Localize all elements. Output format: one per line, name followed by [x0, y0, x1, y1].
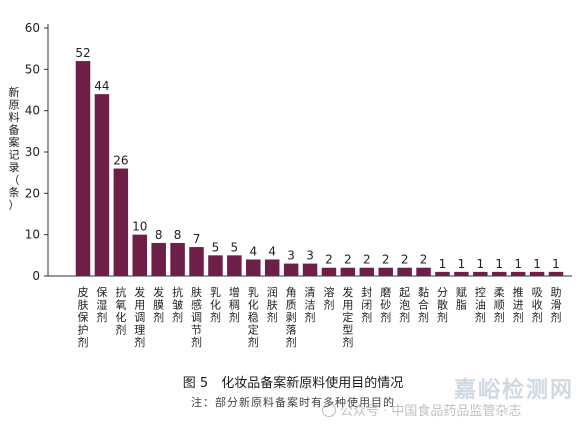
bar-value-label: 1	[458, 257, 466, 271]
y-tick-label: 40	[25, 104, 40, 118]
category-label: 控油剂	[475, 285, 486, 324]
bar	[113, 168, 129, 276]
y-tick-label: 10	[25, 228, 40, 242]
category-label: 乳化稳定剂	[248, 286, 259, 349]
category-label: 起泡剂	[399, 286, 410, 324]
category-label: 润肤剂	[267, 285, 278, 324]
category-label: 发用调理剂	[134, 285, 145, 349]
bar	[246, 259, 261, 276]
bar	[321, 267, 337, 276]
bar	[548, 271, 564, 276]
y-tick-label: 20	[25, 186, 40, 200]
bar-value-label: 8	[174, 228, 182, 242]
bar	[510, 271, 526, 276]
bar-value-label: 1	[495, 257, 503, 271]
bar-value-label: 2	[420, 253, 428, 267]
bar-value-label: 1	[514, 257, 522, 271]
bar-value-label: 5	[212, 240, 220, 254]
bar-value-label: 2	[363, 253, 371, 267]
category-label: 肤感调节剂	[191, 285, 202, 349]
bar-value-label: 7	[193, 232, 201, 246]
bar-value-label: 52	[75, 46, 90, 60]
bar	[170, 242, 185, 276]
bar-value-label: 2	[344, 253, 352, 267]
bar	[378, 267, 393, 276]
bar	[151, 242, 166, 276]
figure-caption: 图 5 化妆品备案新原料使用目的情况	[182, 376, 404, 391]
category-label: 吸收剂	[532, 286, 543, 324]
category-label: 增稠剂	[229, 285, 240, 324]
bar-value-label: 4	[268, 244, 276, 258]
category-label: 柔顺剂	[494, 286, 505, 324]
bar	[454, 271, 469, 276]
watermark-brand: 嘉峪检测网	[453, 378, 574, 403]
category-label: 分散剂	[437, 286, 448, 324]
bar-value-label: 26	[113, 154, 128, 168]
bar	[416, 267, 431, 276]
bar-value-label: 10	[132, 220, 147, 234]
bar	[529, 271, 545, 276]
category-label: 助滑剂	[551, 285, 562, 324]
y-tick-label: 30	[25, 145, 40, 159]
bar-value-label: 8	[155, 228, 163, 242]
category-label: 发膜剂	[153, 285, 164, 324]
bar-value-label: 2	[401, 253, 409, 267]
bar	[227, 255, 242, 276]
bar-value-label: 1	[552, 257, 560, 271]
category-label: 清洁剂	[305, 286, 316, 324]
bar	[359, 267, 375, 276]
category-label: 推进剂	[513, 285, 524, 324]
bar	[283, 263, 299, 276]
bar-value-label: 3	[287, 249, 295, 263]
y-axis-label: 新原料备案记录（条）	[9, 85, 20, 212]
category-label: 发用定型剂	[342, 285, 353, 349]
bar	[397, 267, 412, 276]
category-label: 角质剥落剂	[286, 286, 297, 349]
bar-value-label: 44	[94, 79, 109, 93]
watermark-account: 公众号 · 中国食品药品监管杂志	[322, 400, 521, 419]
bar	[340, 267, 356, 276]
bar	[435, 271, 450, 276]
bar	[132, 234, 148, 276]
category-label: 抗氧化剂	[115, 285, 126, 337]
category-label: 黏合剂	[418, 285, 429, 324]
category-label: 封闭剂	[361, 285, 372, 324]
category-label: 乳化剂	[210, 286, 221, 324]
bar-value-label: 1	[476, 257, 484, 271]
wechat-icon	[322, 403, 336, 417]
bar-value-label: 3	[306, 249, 314, 263]
bar	[473, 271, 488, 276]
bar-value-label: 2	[325, 253, 333, 267]
bar-value-label: 4	[249, 244, 257, 258]
bar-value-label: 1	[533, 257, 541, 271]
bar-value-label: 5	[231, 240, 239, 254]
figure-note: 注：部分新原料备案时有多种使用目的	[191, 396, 395, 409]
y-tick-label: 50	[25, 62, 40, 76]
category-label: 抗皱剂	[172, 285, 183, 324]
watermark-account-text: 公众号 · 中国食品药品监管杂志	[340, 404, 522, 419]
category-label: 溶剂	[323, 285, 334, 312]
y-tick-label: 60	[25, 21, 40, 35]
bar	[75, 61, 91, 276]
bar	[208, 255, 223, 276]
category-label: 保湿剂	[96, 285, 107, 324]
bar	[264, 259, 280, 276]
bar-chart: 0102030405060新原料备案记录（条）52皮肤保护剂44保湿剂26抗氧化…	[9, 21, 572, 349]
bar	[491, 271, 507, 276]
bar	[302, 263, 318, 276]
category-label: 皮肤保护剂	[78, 286, 89, 349]
y-tick-label: 0	[32, 269, 40, 283]
category-label: 磨砂剂	[380, 286, 391, 324]
bar	[94, 94, 110, 276]
category-label: 赋脂	[456, 286, 467, 312]
bar	[189, 247, 204, 276]
bar-value-label: 1	[439, 257, 447, 271]
bar-value-label: 2	[382, 253, 390, 267]
